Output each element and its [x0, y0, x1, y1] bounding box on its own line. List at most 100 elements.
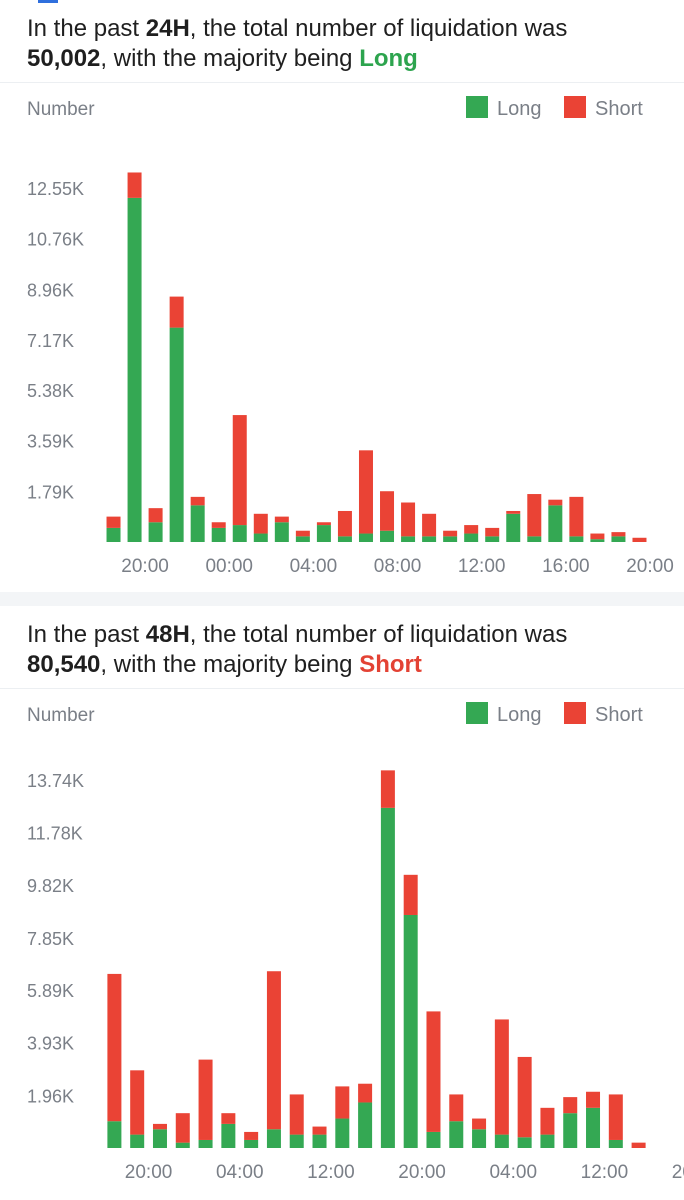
headline-middle: , the total number of liquidation was — [189, 621, 568, 648]
headline-suffix: , with the majority being — [100, 45, 360, 72]
headline-majority: Short — [359, 651, 422, 678]
y-tick-label: 3.93K — [27, 1034, 74, 1054]
y-tick-label: 3.59K — [27, 432, 74, 452]
bar-short — [316, 522, 331, 526]
legend-swatch-short — [564, 96, 586, 118]
bar-short — [548, 499, 563, 506]
y-tick-label: 7.85K — [27, 929, 74, 949]
bar-long — [472, 1129, 487, 1148]
bar-long — [190, 505, 205, 542]
bar-short — [337, 510, 352, 537]
bar-long — [169, 327, 184, 542]
y-axis-label: Number — [27, 705, 95, 726]
bar-short — [422, 513, 437, 537]
bar-short — [401, 502, 416, 537]
y-tick-label: 1.79K — [27, 483, 74, 503]
legend-label-long: Long — [497, 98, 542, 120]
bar-long — [130, 1134, 145, 1148]
bar-short — [403, 874, 418, 915]
bar-long — [401, 536, 416, 542]
bar-long — [380, 807, 395, 1148]
bar-long — [611, 536, 626, 542]
legend-swatch-long — [466, 702, 488, 724]
bar-short — [148, 508, 163, 523]
bar-long — [148, 522, 163, 542]
bar-long — [337, 536, 352, 542]
bar-short — [253, 513, 268, 534]
divider — [0, 82, 684, 83]
liquidation-chart-48h: Number Long Short 1.96K 3.93K 5.89K 7.85K 9.82K… — [27, 702, 684, 1183]
y-tick-label: 11.78K — [27, 823, 83, 843]
bar-long — [312, 1134, 327, 1148]
bar-short — [506, 510, 521, 514]
headline-period: 48H — [145, 621, 190, 648]
bar-short — [130, 1070, 145, 1135]
x-tick-label: 16:00 — [542, 556, 590, 577]
legend: Long Short — [466, 702, 643, 726]
bar-long — [527, 536, 542, 542]
bar-short — [464, 525, 479, 534]
bar-short — [358, 1083, 373, 1103]
bar-long — [590, 539, 605, 542]
y-tick-label: 5.89K — [27, 981, 74, 1001]
headline-total: 50,002 — [27, 45, 101, 72]
bar-long — [426, 1131, 441, 1148]
bar-short — [312, 1126, 327, 1135]
y-tick-label: 5.38K — [27, 381, 74, 401]
x-tick-label: 20:00 — [125, 1162, 173, 1183]
bar-short — [358, 450, 373, 534]
bar-short — [449, 1094, 464, 1122]
headline-48h: In the past 48H, the total number of liq… — [27, 620, 667, 680]
bar-long — [569, 536, 584, 542]
legend-swatch-long — [466, 96, 488, 118]
bar-short — [221, 1113, 236, 1124]
legend: Long Short — [466, 96, 643, 120]
section-separator — [0, 592, 684, 606]
bar-short — [631, 1142, 646, 1148]
y-tick-label: 10.76K — [27, 229, 84, 249]
bar-long — [403, 914, 418, 1148]
y-tick-label: 9.82K — [27, 876, 74, 896]
bar-short — [494, 1019, 509, 1135]
y-tick-label: 7.17K — [27, 331, 74, 351]
x-tick-label: 20:00 — [121, 556, 169, 577]
bar-short — [563, 1097, 578, 1114]
x-tick-label: 20:00 — [626, 556, 674, 577]
bar-long — [106, 527, 121, 542]
bar-short — [586, 1091, 601, 1108]
bar-short — [443, 530, 458, 537]
bar-short — [152, 1123, 167, 1130]
bar-short — [485, 527, 500, 537]
bar-short — [426, 1011, 441, 1132]
y-tick-label: 8.96K — [27, 280, 74, 300]
x-tick-label: 12:00 — [307, 1162, 355, 1183]
bar-short — [106, 516, 121, 528]
bar-short — [107, 973, 122, 1122]
bar-short — [266, 971, 281, 1130]
bar-short — [295, 530, 310, 537]
bar-short — [380, 491, 395, 531]
bar-short — [608, 1094, 623, 1140]
bar-short — [127, 172, 142, 198]
legend-swatch-short — [564, 702, 586, 724]
bar-short — [274, 516, 289, 523]
bar-long — [107, 1121, 122, 1148]
bar-short — [590, 533, 605, 540]
bar-long — [449, 1121, 464, 1148]
x-tick-label: 20:00 — [398, 1162, 446, 1183]
bar-short — [198, 1059, 213, 1140]
bar-long — [211, 527, 226, 542]
x-tick-label: 12:00 — [458, 556, 506, 577]
headline-majority: Long — [359, 45, 418, 72]
bar-long — [358, 1102, 373, 1148]
top-tab-indicator — [38, 0, 58, 3]
bar-long — [422, 536, 437, 542]
y-axis-label: Number — [27, 99, 95, 120]
bar-short — [517, 1056, 532, 1138]
x-tick-label: 12:00 — [581, 1162, 629, 1183]
headline-24h: In the past 24H, the total number of liq… — [27, 14, 667, 74]
headline-prefix: In the past — [27, 15, 146, 42]
x-tick-label: 04:00 — [489, 1162, 537, 1183]
bar-long — [316, 525, 331, 542]
y-tick-label: 13.74K — [27, 771, 84, 791]
